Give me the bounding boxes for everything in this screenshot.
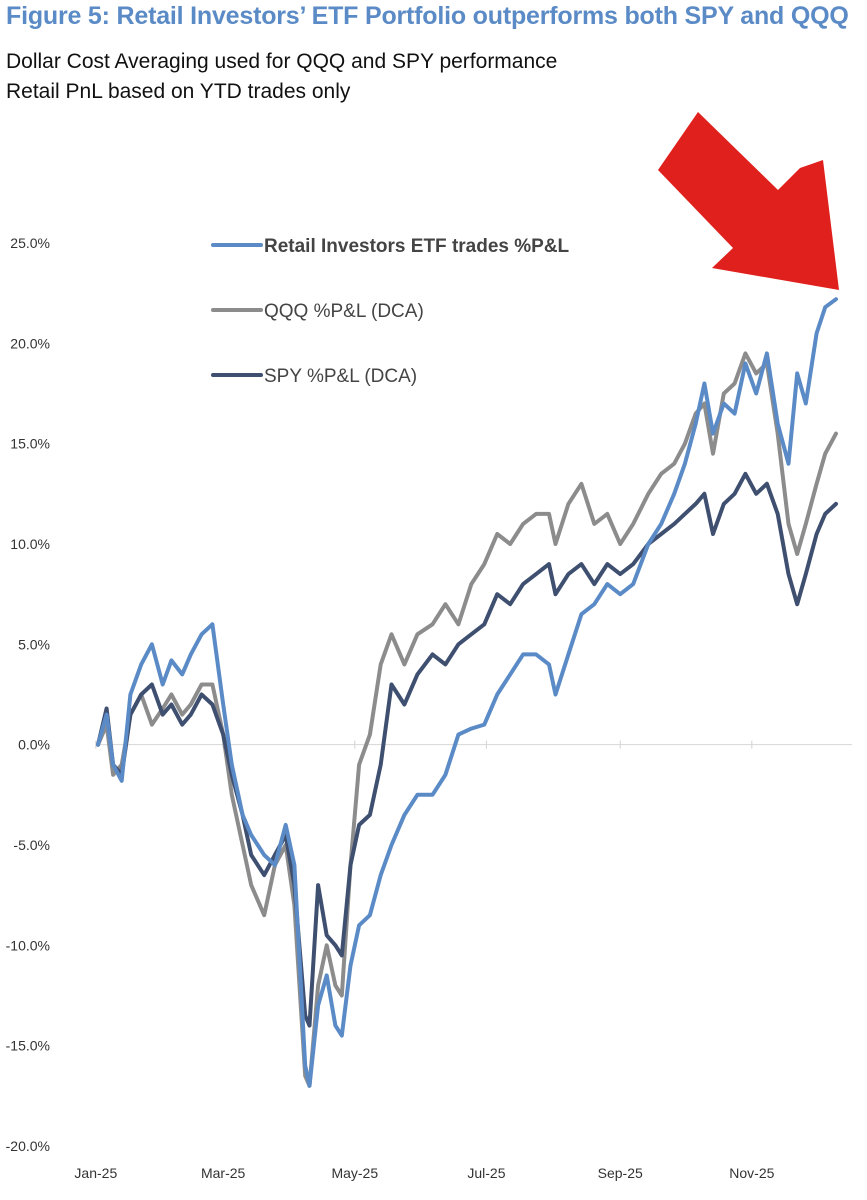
x-tick-label: Jan-25 bbox=[74, 1165, 117, 1181]
chart-subtitle-line-2: Retail PnL based on YTD trades only bbox=[6, 80, 351, 103]
y-tick-label: -15.0% bbox=[6, 1038, 50, 1054]
chart-subtitle-line-1: Dollar Cost Averaging used for QQQ and S… bbox=[6, 50, 558, 73]
x-tick-label: May-25 bbox=[331, 1165, 378, 1181]
legend-label-0: Retail Investors ETF trades %P&L bbox=[264, 236, 570, 257]
red-arrow bbox=[658, 112, 839, 290]
legend-label-2: SPY %P&L (DCA) bbox=[264, 366, 417, 387]
series-line-0 bbox=[96, 297, 838, 1088]
y-tick-label: -5.0% bbox=[13, 837, 50, 853]
annotation bbox=[658, 112, 839, 290]
y-tick-label: 10.0% bbox=[10, 536, 50, 552]
legend: Retail Investors ETF trades %P&L QQQ %P&L… bbox=[211, 236, 570, 387]
legend-label-1: QQQ %P&L (DCA) bbox=[264, 301, 424, 322]
y-axis-ticks: 25.0% 20.0% 15.0% 10.0% 5.0% 0.0% -5.0% -10.0% -… bbox=[6, 235, 50, 1154]
x-axis-ticks: Jan-25 Mar-25 May-25 Jul-25 Sep-25 Nov-25 bbox=[74, 740, 775, 1181]
y-tick-label: -20.0% bbox=[6, 1138, 50, 1154]
y-tick-label: 5.0% bbox=[18, 636, 50, 652]
series-line-2 bbox=[96, 471, 838, 1028]
y-tick-label: -10.0% bbox=[6, 937, 50, 953]
series-line-1 bbox=[96, 351, 838, 1088]
x-tick-label: Jul-25 bbox=[467, 1165, 505, 1181]
series-lines bbox=[96, 297, 838, 1088]
x-tick-label: Mar-25 bbox=[201, 1165, 246, 1181]
x-tick-label: Nov-25 bbox=[729, 1165, 774, 1181]
y-tick-label: 20.0% bbox=[10, 335, 50, 351]
y-tick-label: 0.0% bbox=[18, 737, 50, 753]
chart-title: Figure 5: Retail Investors’ ETF Portfoli… bbox=[6, 2, 849, 30]
y-tick-label: 15.0% bbox=[10, 436, 50, 452]
y-tick-label: 25.0% bbox=[10, 235, 50, 251]
x-tick-label: Sep-25 bbox=[598, 1165, 643, 1181]
